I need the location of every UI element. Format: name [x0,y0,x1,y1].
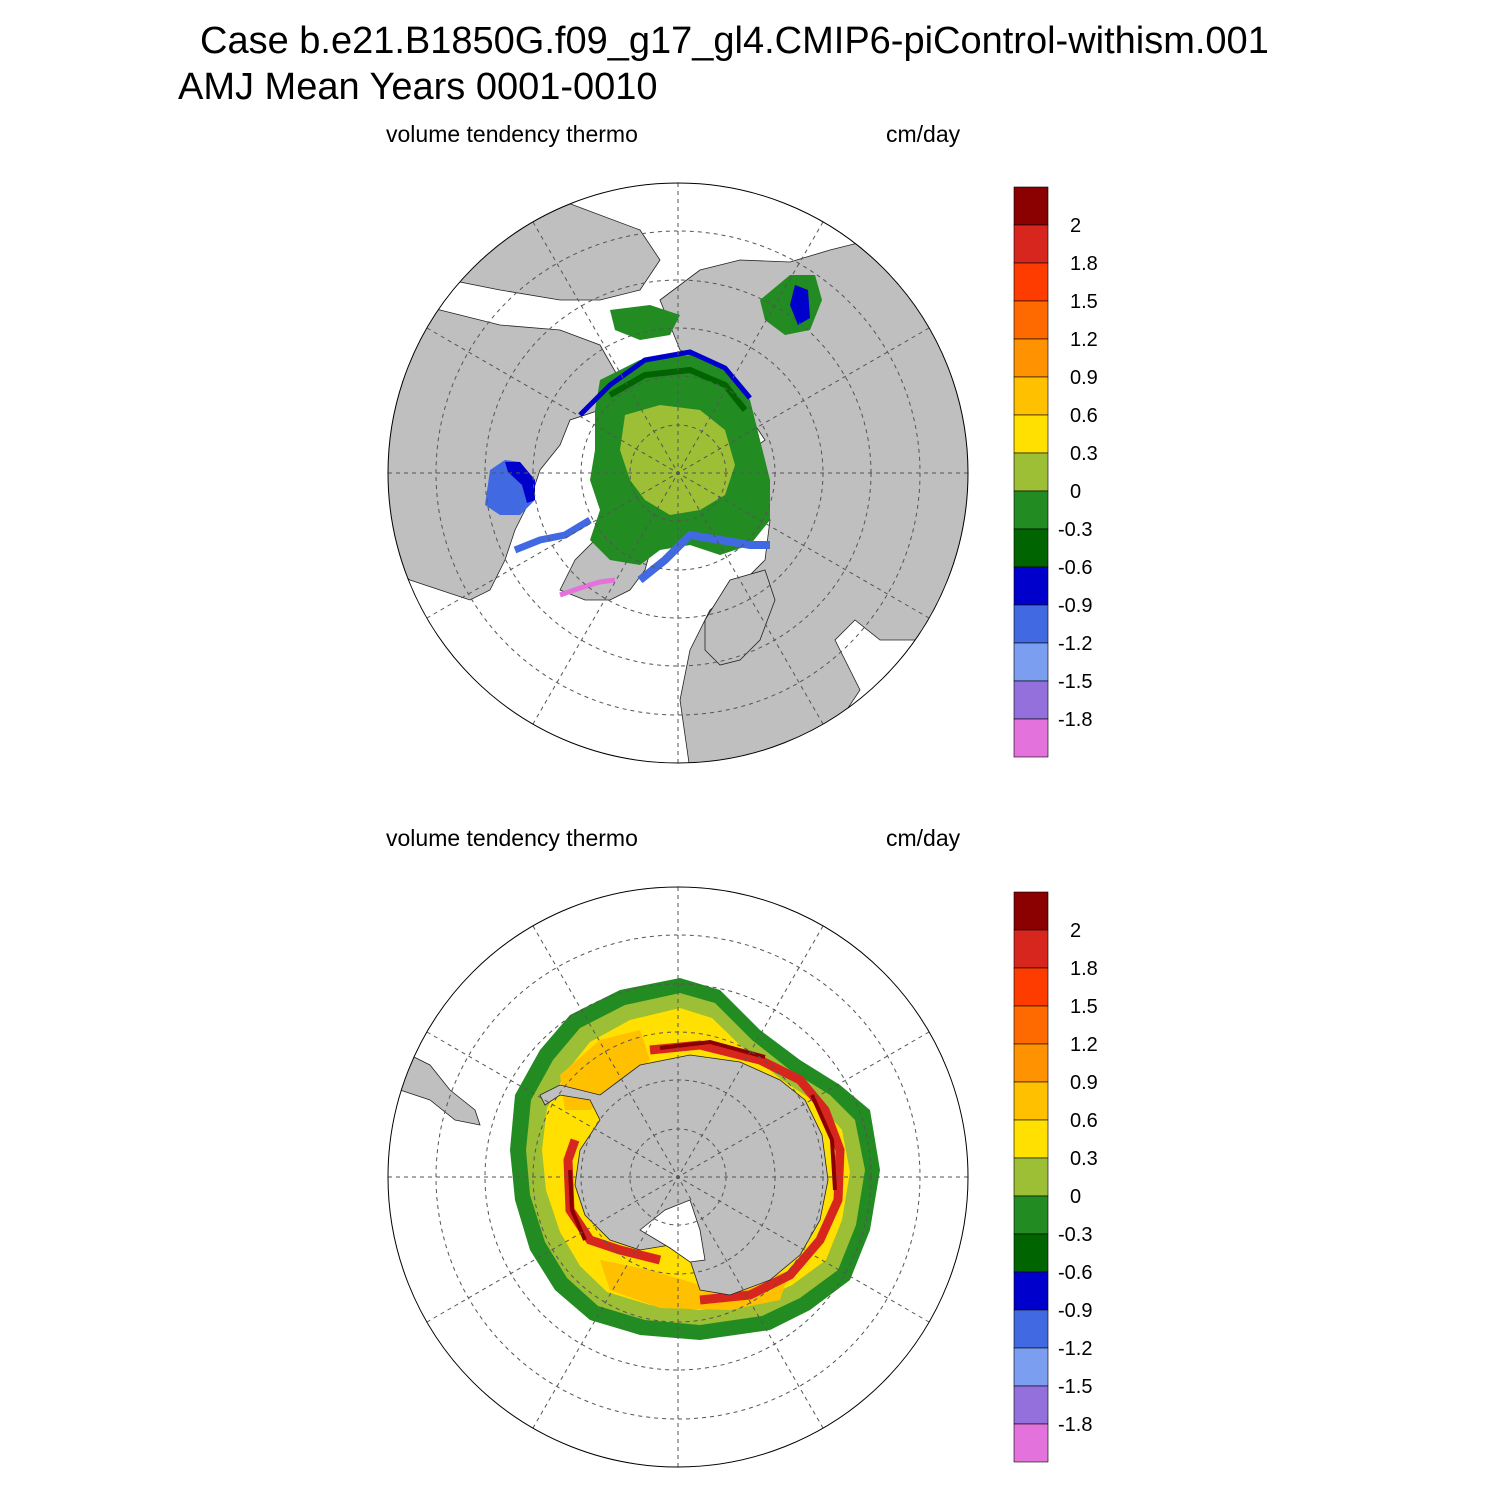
north-colorbar-tick-label: -0.6 [1058,557,1092,579]
north-colorbar-tick-label: -0.9 [1058,595,1092,617]
south-colorbar-tick-label: -1.8 [1058,1414,1092,1436]
south-colorbar-swatch [1013,929,1049,969]
north-colorbar: 2 1.8 1.5 1.2 0.9 0.6 0.3 0 -0.3 -0.6 -0.9 -1.2 -1.5… [1013,186,1098,758]
south-map-border [387,886,969,1468]
antarctica-land [539,1054,829,1296]
north-colorbar-tick-label: 1.5 [1070,291,1098,313]
north-colorbar-swatch [1013,566,1049,606]
north-colorbar-tick-label: 2 [1070,215,1081,237]
ross-ice-shelf [639,1199,706,1263]
south-colorbar-tick-label: 0 [1070,1186,1081,1208]
south-colorbar-swatch [1013,891,1049,931]
hudson-bay-edge [505,462,535,503]
south-colorbar-tick-label: -1.2 [1058,1338,1092,1360]
south-colorbar-tick-label: -0.6 [1058,1262,1092,1284]
bering-ice [610,305,680,340]
south-colorbar-swatch [1013,1233,1049,1273]
north-colorbar-tick-label: -1.5 [1058,671,1092,693]
south-colorbar-swatch [1013,1423,1049,1463]
south-colorbar-swatch [1013,1347,1049,1387]
north-colorbar-swatch [1013,452,1049,492]
north-colorbar-swatch [1013,718,1049,758]
north-colorbar-swatch [1013,186,1049,226]
north-colorbar-tick-label: -0.3 [1058,519,1092,541]
coastal-growth-dark [568,1039,837,1241]
north-panel-variable-label: volume tendency thermo [386,121,638,147]
south-colorbar-tick-label: 1.8 [1070,958,1098,980]
north-colorbar-swatch [1013,680,1049,720]
south-colorbar: 2 1.8 1.5 1.2 0.9 0.6 0.3 0 -0.3 -0.6 -0.9 -1.2 -1.5… [1013,891,1098,1463]
south-colorbar-swatch [1013,1195,1049,1235]
north-colorbar-swatch [1013,642,1049,682]
south-colorbar-tick-label: -0.3 [1058,1224,1092,1246]
south-colorbar-tick-label: 0.9 [1070,1072,1098,1094]
north-panel-units-label: cm/day [886,121,961,147]
north-colorbar-tick-label: 1.2 [1070,329,1098,351]
south-colorbar-tick-label: 2 [1070,920,1081,942]
plot-title-case: Case b.e21.B1850G.f09_g17_gl4.CMIP6-piCo… [200,20,1269,62]
south-colorbar-swatch [1013,967,1049,1007]
north-map-gridlines [388,183,968,763]
south-colorbar-swatch [1013,1271,1049,1311]
north-colorbar-swatch [1013,414,1049,454]
south-colorbar-swatch [1013,1385,1049,1425]
okhotsk-ice-blue [790,285,810,325]
north-colorbar-swatch [1013,338,1049,378]
south-colorbar-swatch [1013,1081,1049,1121]
scandinavia-land [704,569,776,666]
south-colorbar-swatch [1013,1043,1049,1083]
south-colorbar-tick-label: 0.3 [1070,1148,1098,1170]
south-map-gridlines [388,887,968,1467]
south-colorbar-swatch [1013,1309,1049,1349]
north-colorbar-swatch [1013,376,1049,416]
south-colorbar-tick-label: -0.9 [1058,1300,1092,1322]
south-colorbar-swatch [1013,1157,1049,1197]
north-colorbar-swatch [1013,300,1049,340]
sea-ice-band-gold [560,1030,650,1110]
arctic-ice-inner [620,405,735,515]
south-colorbar-tick-label: 1.5 [1070,996,1098,1018]
south-panel-variable-label: volume tendency thermo [386,825,638,851]
south-polar-map [388,887,968,1467]
north-colorbar-tick-label: -1.2 [1058,633,1092,655]
north-colorbar-swatch [1013,490,1049,530]
north-colorbar-swatch [1013,262,1049,302]
arctic-ice-ring-blue [578,349,752,417]
south-colorbar-tick-label: 1.2 [1070,1034,1098,1056]
north-colorbar-tick-label: 0.6 [1070,405,1098,427]
north-colorbar-swatch [1013,604,1049,644]
north-colorbar-tick-label: -1.8 [1058,709,1092,731]
north-america-land [388,299,621,601]
north-colorbar-swatch [1013,224,1049,264]
north-colorbar-swatch [1013,528,1049,568]
north-colorbar-tick-label: 0 [1070,481,1081,503]
pink-ice-strip [559,577,616,598]
arctic-ice-ring-dark [608,366,748,412]
south-colorbar-tick-label: 0.6 [1070,1110,1098,1132]
south-colorbar-tick-label: -1.5 [1058,1376,1092,1398]
south-panel-units-label: cm/day [886,825,961,851]
south-colorbar-swatch [1013,1119,1049,1159]
north-colorbar-tick-label: 0.3 [1070,443,1098,465]
north-map-border [387,182,969,764]
south-colorbar-swatch [1013,1005,1049,1045]
plot-title-period: AMJ Mean Years 0001-0010 [178,66,658,108]
north-colorbar-tick-label: 0.9 [1070,367,1098,389]
north-colorbar-tick-label: 1.8 [1070,253,1098,275]
labrador-ice-band [513,516,592,554]
siberia-ice-band [637,530,770,584]
